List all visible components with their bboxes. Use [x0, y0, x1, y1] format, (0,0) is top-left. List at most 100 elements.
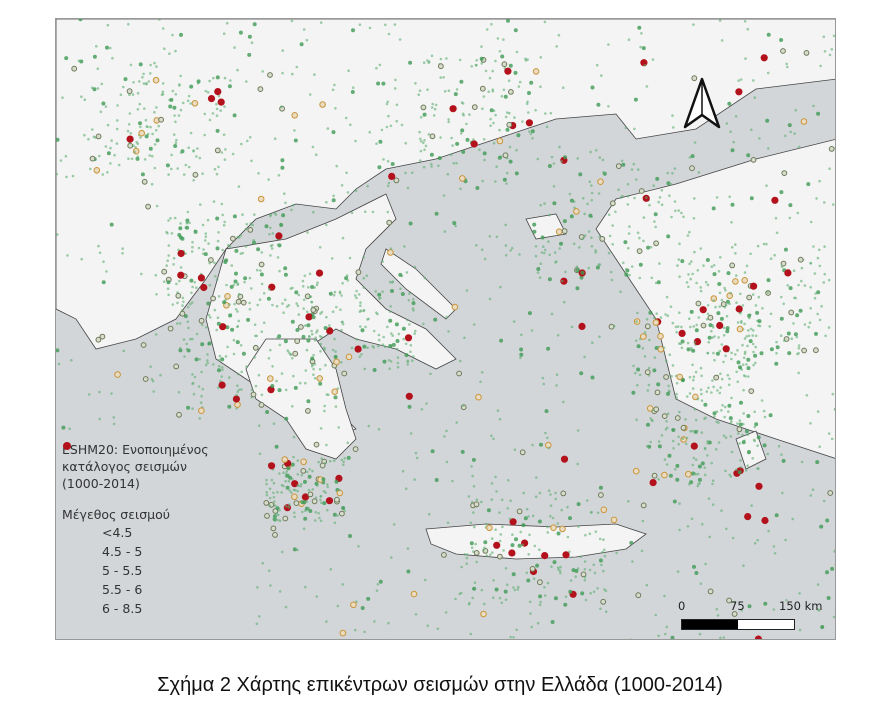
- earthquake-epicenter: [297, 293, 301, 297]
- earthquake-epicenter: [319, 462, 326, 469]
- earthquake-epicenter: [66, 254, 69, 257]
- earthquake-epicenter: [215, 114, 219, 117]
- earthquake-epicenter: [275, 232, 283, 240]
- earthquake-epicenter: [491, 88, 495, 91]
- earthquake-epicenter: [252, 240, 256, 245]
- earthquake-epicenter: [707, 497, 711, 500]
- earthquake-epicenter: [83, 98, 87, 101]
- earthquake-epicenter: [547, 164, 552, 168]
- earthquake-epicenter: [514, 171, 519, 176]
- earthquake-epicenter: [187, 146, 190, 149]
- earthquake-epicenter: [555, 228, 563, 235]
- earthquake-epicenter: [671, 439, 675, 443]
- earthquake-epicenter: [363, 210, 367, 214]
- earthquake-epicenter: [818, 264, 822, 268]
- earthquake-epicenter: [287, 479, 291, 483]
- earthquake-epicenter: [725, 527, 728, 531]
- earthquake-epicenter: [202, 248, 205, 251]
- earthquake-epicenter: [346, 279, 350, 282]
- earthquake-epicenter: [59, 159, 63, 162]
- earthquake-epicenter: [504, 223, 508, 227]
- earthquake-epicenter: [166, 280, 171, 285]
- earthquake-epicenter: [727, 410, 730, 413]
- earthquake-epicenter: [223, 158, 227, 161]
- earthquake-epicenter: [404, 342, 408, 346]
- earthquake-epicenter: [459, 175, 466, 182]
- earthquake-epicenter: [96, 87, 100, 90]
- earthquake-epicenter: [386, 325, 389, 329]
- earthquake-epicenter: [353, 628, 357, 632]
- earthquake-epicenter: [499, 338, 504, 343]
- earthquake-epicenter: [215, 172, 219, 176]
- earthquake-epicenter: [450, 136, 453, 140]
- earthquake-epicenter: [714, 305, 717, 309]
- earthquake-epicenter: [237, 319, 241, 323]
- earthquake-epicenter: [677, 258, 681, 261]
- earthquake-epicenter: [796, 211, 800, 215]
- earthquake-epicenter: [245, 80, 248, 83]
- earthquake-epicenter: [658, 262, 661, 265]
- earthquake-epicenter: [661, 471, 668, 479]
- earthquake-epicenter: [377, 344, 380, 348]
- earthquake-epicenter: [213, 308, 217, 312]
- earthquake-epicenter: [655, 312, 658, 315]
- earthquake-epicenter: [306, 470, 309, 474]
- earthquake-epicenter: [598, 558, 603, 563]
- earthquake-epicenter: [480, 610, 487, 618]
- earthquake-epicenter: [315, 595, 319, 598]
- earthquake-epicenter: [430, 449, 435, 454]
- earthquake-epicenter: [56, 172, 58, 176]
- earthquake-epicenter: [155, 138, 160, 143]
- earthquake-epicenter: [430, 162, 433, 166]
- earthquake-epicenter: [232, 214, 237, 219]
- earthquake-epicenter: [229, 79, 232, 82]
- earthquake-epicenter: [269, 226, 272, 230]
- earthquake-epicenter: [699, 247, 703, 250]
- earthquake-epicenter: [291, 286, 294, 290]
- earthquake-epicenter: [663, 374, 669, 380]
- earthquake-epicenter: [61, 96, 64, 99]
- earthquake-epicenter: [268, 504, 272, 508]
- earthquake-epicenter: [560, 160, 563, 163]
- earthquake-epicenter: [788, 216, 792, 220]
- earthquake-epicenter: [555, 45, 558, 48]
- earthquake-epicenter: [332, 194, 335, 198]
- earthquake-epicenter: [756, 244, 760, 248]
- earthquake-epicenter: [132, 81, 135, 84]
- earthquake-epicenter: [485, 28, 489, 31]
- earthquake-epicenter: [594, 530, 598, 533]
- earthquake-epicenter: [98, 251, 102, 255]
- earthquake-epicenter: [163, 47, 166, 50]
- earthquake-epicenter: [521, 523, 526, 528]
- earthquake-epicenter: [211, 112, 215, 115]
- earthquake-epicenter: [357, 293, 361, 296]
- earthquake-epicenter: [678, 311, 681, 315]
- earthquake-epicenter: [218, 381, 226, 389]
- earthquake-epicenter: [792, 322, 795, 325]
- earthquake-epicenter: [797, 371, 800, 375]
- earthquake-epicenter: [260, 282, 264, 286]
- earthquake-epicenter: [64, 56, 69, 61]
- earthquake-epicenter: [261, 561, 264, 565]
- earthquake-epicenter: [70, 359, 73, 362]
- earthquake-epicenter: [267, 375, 274, 382]
- earthquake-epicenter: [733, 600, 736, 604]
- earthquake-epicenter: [735, 88, 743, 96]
- earthquake-epicenter: [657, 444, 662, 449]
- earthquake-epicenter: [497, 155, 502, 160]
- earthquake-epicenter: [268, 233, 271, 236]
- earthquake-epicenter: [246, 139, 249, 143]
- earthquake-epicenter: [422, 114, 426, 117]
- earthquake-epicenter: [177, 233, 182, 237]
- earthquake-epicenter: [304, 324, 307, 327]
- earthquake-epicenter: [742, 412, 745, 415]
- earthquake-epicenter: [246, 317, 251, 322]
- earthquake-epicenter: [184, 252, 187, 255]
- earthquake-epicenter: [265, 410, 270, 414]
- earthquake-epicenter: [534, 495, 538, 499]
- earthquake-epicenter: [186, 99, 190, 103]
- earthquake-epicenter: [711, 503, 715, 506]
- earthquake-epicenter: [191, 285, 194, 289]
- earthquake-epicenter: [691, 429, 694, 433]
- earthquake-epicenter: [719, 386, 722, 389]
